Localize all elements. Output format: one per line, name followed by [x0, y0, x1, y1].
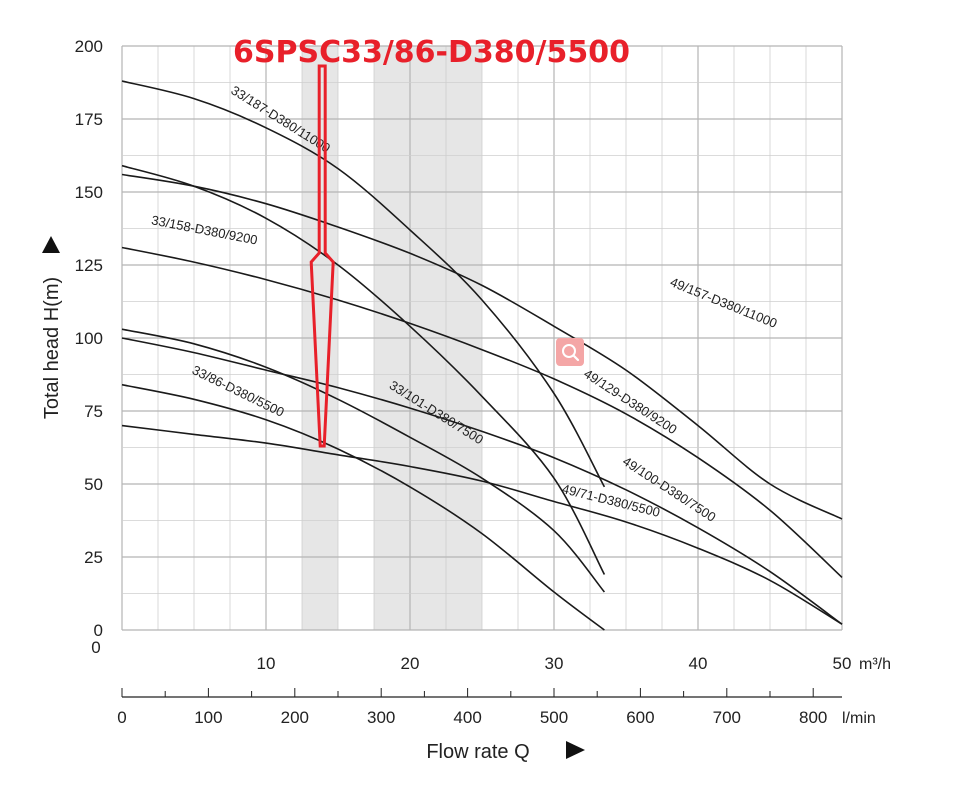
y-tick-label: 175: [75, 110, 103, 129]
y-tick-label: 200: [75, 37, 103, 56]
x-tick-label: 0: [91, 638, 100, 657]
x-tick-label: 50: [833, 654, 852, 673]
x2-tick-label: 300: [367, 708, 395, 727]
curve-33/101-D380/7500: [121, 328, 606, 593]
x2-tick-label: 800: [799, 708, 827, 727]
x-tick-labels: 0 10 20 30 40 50: [91, 638, 851, 673]
curve-49/100-D380/7500: [121, 337, 843, 625]
pump-curves: [121, 80, 843, 631]
curve-33/187-D380/11000: [121, 80, 606, 488]
x2-tick-label: 400: [453, 708, 481, 727]
x2-unit-label: l/min: [842, 710, 876, 727]
y-tick-label: 50: [84, 475, 103, 494]
x2-tick-label: 0: [117, 708, 126, 727]
curve-33/158-D380/9200: [121, 164, 606, 575]
y-axis-title: Total head H(m): [41, 277, 63, 419]
y-tick-label: 25: [84, 548, 103, 567]
x-tick-label: 10: [257, 654, 276, 673]
curve-49/71-D380/5500: [121, 424, 843, 625]
curve-33/86-D380/5500: [121, 383, 605, 631]
y-tick-label: 150: [75, 183, 103, 202]
y-tick-label: 125: [75, 256, 103, 275]
y-tick-label: 100: [75, 329, 103, 348]
x-tick-label: 30: [545, 654, 564, 673]
x-tick-label: 40: [689, 654, 708, 673]
x2-tick-label: 500: [540, 708, 568, 727]
x2-tick-label: 700: [713, 708, 741, 727]
x2-tick-label: 600: [626, 708, 654, 727]
highlighted-model-title: 6SPSC33/86-D380/5500: [233, 35, 630, 70]
x2-tick-label: 200: [281, 708, 309, 727]
x-unit-label: m³/h: [859, 656, 891, 673]
y-tick-label: 0: [94, 621, 103, 640]
highlight-arrow-shape: [309, 64, 335, 448]
x-axis-title: Flow rate Q: [426, 741, 529, 763]
curve-49/157-D380/11000: [121, 173, 843, 520]
flow-lmin-axis: 0 100 200 300 400 500 600 700 800: [117, 688, 842, 727]
y-tick-label: 75: [84, 402, 103, 421]
x-tick-label: 20: [401, 654, 420, 673]
curve-label: 49/129-D380/9200: [581, 366, 679, 437]
curve-label: 33/158-D380/9200: [150, 212, 259, 247]
search-icon[interactable]: [556, 338, 584, 366]
highlight-arrow: [309, 64, 335, 448]
y-tick-labels: 0 25 50 75 100 125 150 175 200: [75, 37, 103, 640]
x-axis-arrow-icon: [566, 741, 585, 759]
x2-tick-label: 100: [194, 708, 222, 727]
curve-label: 49/157-D380/11000: [668, 274, 779, 331]
grid-lines: [121, 45, 843, 631]
y-axis-arrow-icon: [42, 236, 60, 253]
curve-49/129-D380/9200: [121, 246, 843, 578]
